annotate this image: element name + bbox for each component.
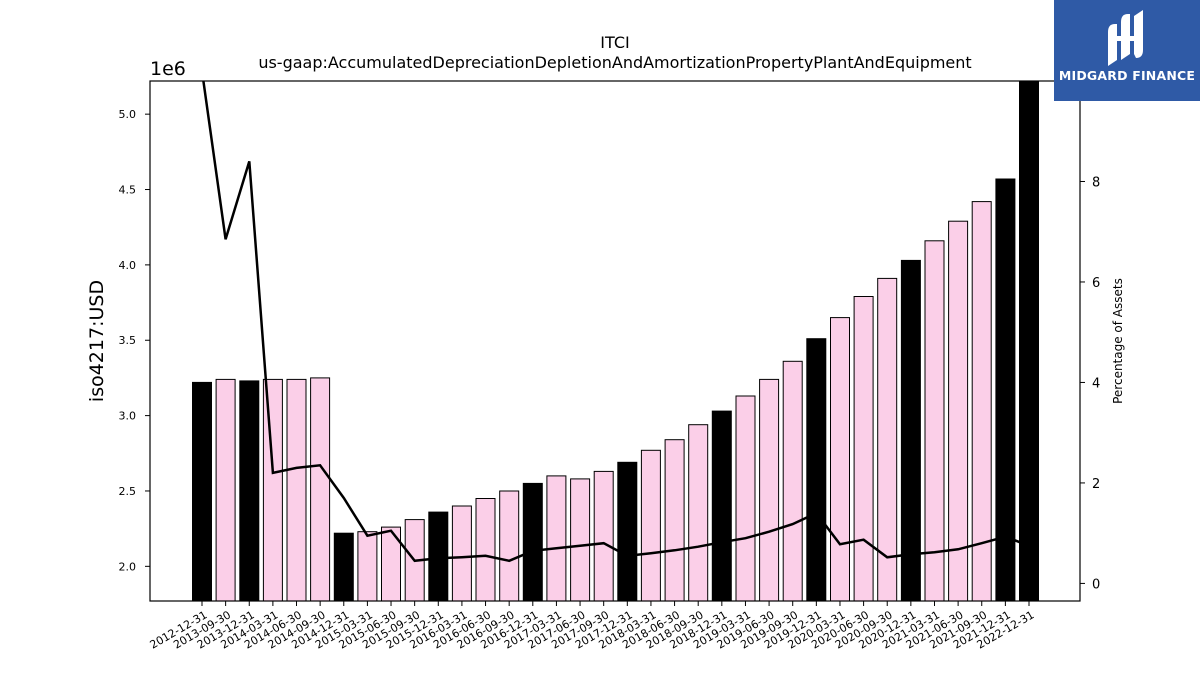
y-offset-label: 1e6 — [150, 58, 186, 80]
bar-2015-12-31 — [428, 511, 449, 602]
bar-2017-03-31 — [546, 475, 567, 602]
bar-2018-09-30 — [688, 424, 709, 602]
bar-2016-06-30 — [475, 498, 496, 602]
bar-2020-06-30 — [853, 296, 874, 602]
bar-2012-12-31 — [192, 381, 212, 602]
y-axis-label: iso4217:USD — [86, 280, 108, 402]
bar-2019-06-30 — [759, 378, 780, 602]
y2-axis-label: Percentage of Assets — [1111, 278, 1125, 404]
bar-2014-09-30 — [310, 377, 331, 602]
bar-2018-06-30 — [664, 439, 685, 602]
logo-text: MIDGARD FINANCE — [1058, 68, 1196, 83]
bar-2018-12-31 — [711, 410, 732, 602]
y-tick-label-3.5: 3.5 — [119, 334, 137, 347]
bar-2016-03-31 — [451, 505, 472, 602]
y2-tick-label-8: 8 — [1092, 175, 1100, 190]
bar-2019-03-31 — [735, 395, 756, 602]
bar-2017-09-30 — [593, 470, 614, 602]
bar-2013-12-31 — [239, 380, 260, 602]
y2-tick-label-2: 2 — [1092, 477, 1100, 492]
y-tick-label-4.5: 4.5 — [119, 184, 137, 197]
bar-2019-12-31 — [806, 338, 827, 602]
y2-tick-label-6: 6 — [1092, 276, 1100, 291]
y-tick-label-4.0: 4.0 — [119, 259, 137, 272]
bar-2013-09-30 — [215, 378, 236, 602]
bar-2019-09-30 — [782, 360, 803, 602]
chart-title: ITCI — [600, 33, 629, 52]
bar-2021-06-30 — [948, 220, 969, 602]
bar-2022-12-31 — [1019, 80, 1039, 602]
bar-2018-03-31 — [640, 449, 661, 602]
bar-2017-12-31 — [617, 461, 638, 602]
plot-frame — [149, 80, 1081, 602]
bar-2017-06-30 — [570, 478, 591, 602]
y-tick-label-5.0: 5.0 — [119, 108, 137, 121]
y-tick-label-3.0: 3.0 — [119, 410, 137, 423]
midgard-finance-logo: MIDGARD FINANCE — [1054, 0, 1200, 101]
bar-2014-06-30 — [286, 378, 307, 602]
y2-tick-label-4: 4 — [1092, 376, 1100, 391]
percentage-of-assets-line — [202, 81, 1030, 563]
bar-2014-03-31 — [262, 378, 283, 602]
bar-2015-03-31 — [357, 531, 378, 602]
bar-2020-03-31 — [830, 317, 850, 602]
bar-2014-12-31 — [333, 532, 354, 602]
plot-layer: 2.02.53.03.54.04.55.0024682012-12-312013… — [119, 80, 1100, 652]
midgard-logo-icon — [1108, 10, 1143, 66]
y-tick-label-2.5: 2.5 — [119, 485, 137, 498]
bar-2016-09-30 — [499, 490, 520, 602]
chart-subtitle: us-gaap:AccumulatedDepreciationDepletion… — [258, 53, 971, 72]
y-tick-label-2.0: 2.0 — [119, 560, 137, 573]
bar-2020-12-31 — [900, 259, 921, 602]
bar-2016-12-31 — [522, 482, 543, 602]
y2-tick-label-0: 0 — [1092, 577, 1100, 592]
bar-2021-03-31 — [924, 240, 945, 602]
